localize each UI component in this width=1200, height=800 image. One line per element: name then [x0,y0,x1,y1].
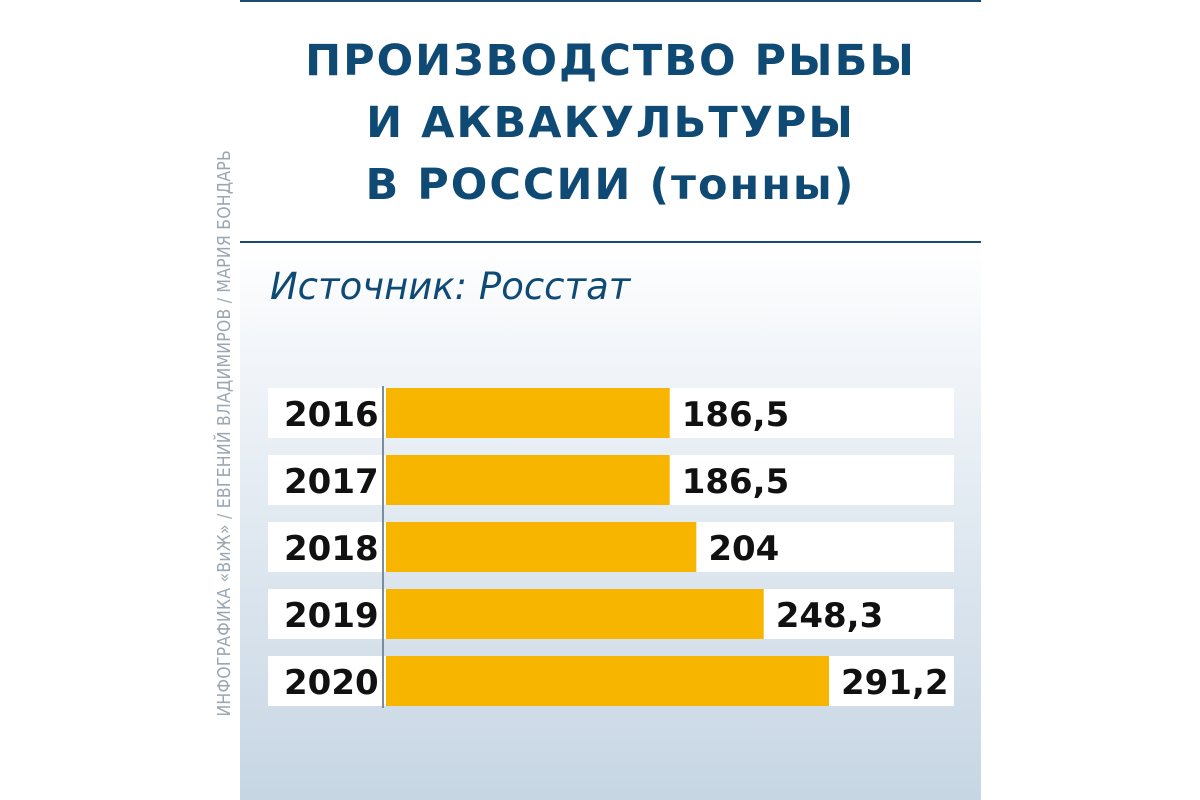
value-label-2016: 186,5 [682,395,790,435]
category-label-2019: 2019 [284,596,379,636]
value-label-2017: 186,5 [682,462,790,502]
bar-2016 [386,388,670,438]
category-label-2020: 2020 [284,663,379,703]
chart-title: ПРОИЗВОДСТВО РЫБЫ И АКВАКУЛЬТУРЫ В РОССИ… [240,30,981,216]
title-line-3: В РОССИИ (тонны) [365,160,856,210]
credit-line: ИНФОГРАФИКА «ВиЖ» / ЕВГЕНИЙ ВЛАДИМИРОВ /… [215,150,235,717]
category-label-2016: 2016 [284,395,379,435]
panel-rule [240,241,981,243]
bar-2017 [386,455,670,505]
title-line-1: ПРОИЗВОДСТВО РЫБЫ [305,36,916,86]
bar-2018 [386,522,697,572]
bar-chart: 2016 186,5 2017 186,5 2018 204 2019 248,3 2020 29… [268,386,958,716]
category-label-2017: 2017 [284,462,379,502]
bar-2020 [386,656,829,706]
value-label-2019: 248,3 [776,596,884,636]
chart-panel: Источник: Росстат [240,241,981,800]
value-label-2018: 204 [708,529,779,569]
value-label-2020: 291,2 [841,663,949,703]
source-note: Источник: Росстат [270,265,631,308]
top-rule [240,0,981,2]
title-line-2: И АКВАКУЛЬТУРЫ [366,98,855,148]
bar-2019 [386,589,764,639]
category-label-2018: 2018 [284,529,379,569]
bar-chart-svg: 2016 186,5 2017 186,5 2018 204 2019 248,3 2020 29… [268,386,954,708]
